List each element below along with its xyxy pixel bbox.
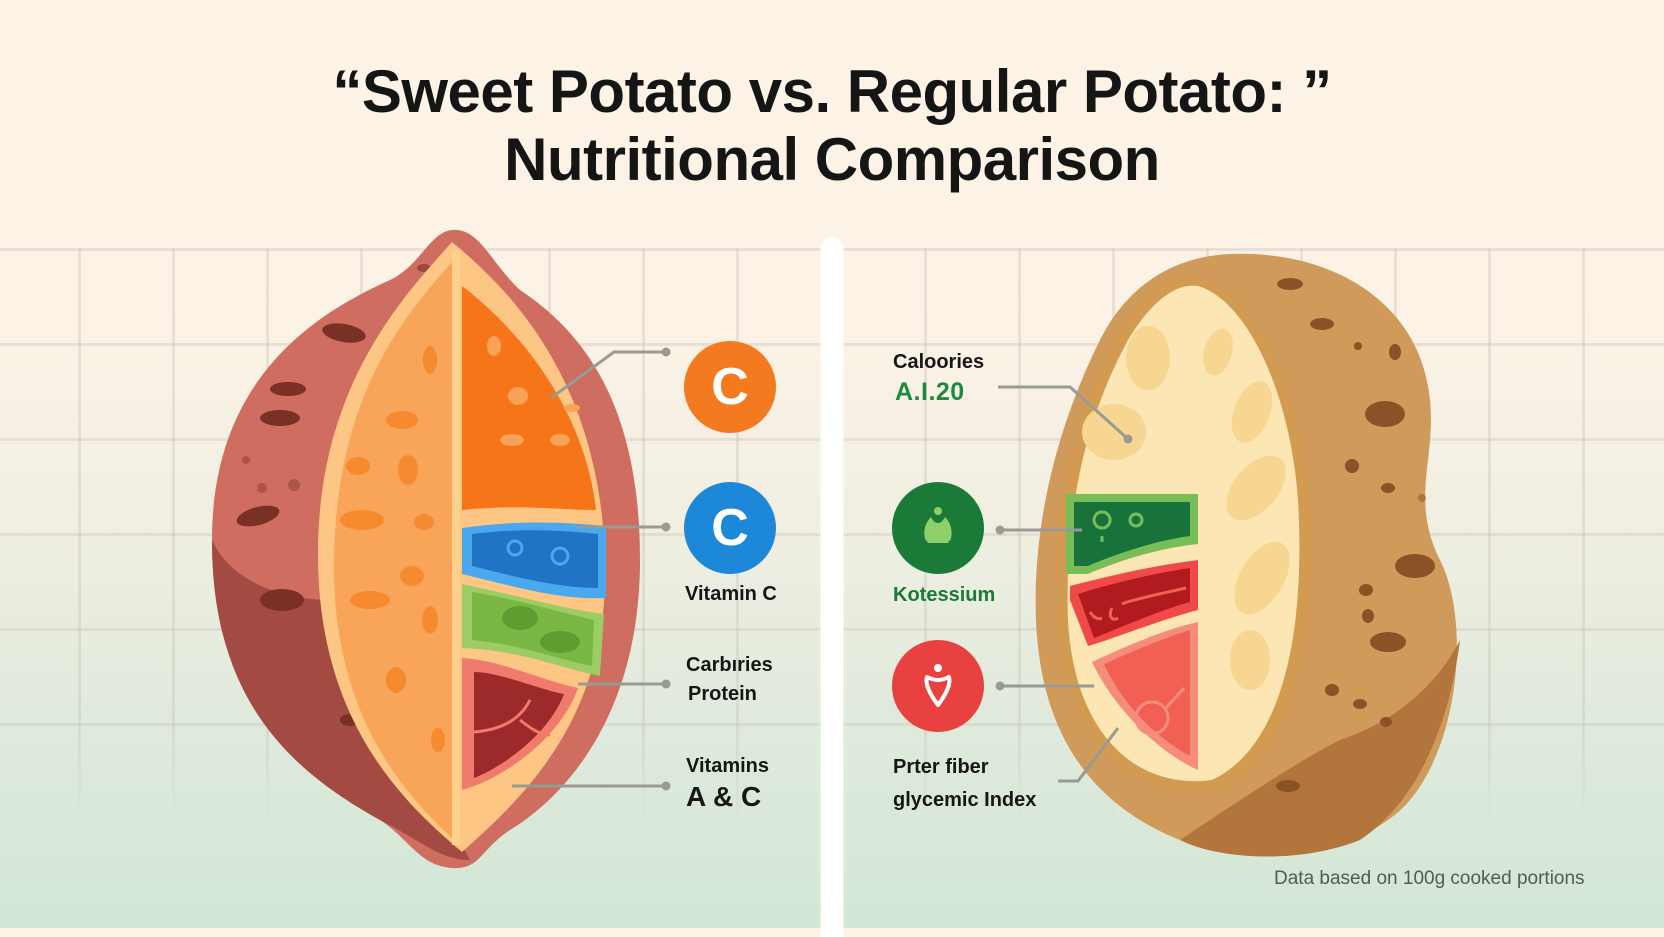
label-caloories: Caloories [893,351,985,373]
sweet-potato-flesh-left [333,262,452,838]
vitamin-c-orange-icon: C [711,358,749,416]
regular-potato-illustration [995,253,1460,857]
sweet-potato-flesh-spots [340,346,445,752]
regular-potato-skin-spots [1276,278,1435,792]
label-calories-value: A.I.20 [895,378,965,406]
sweet-potato-orange-spots [487,336,580,446]
footer-note: Data based on 100g cooked portions [1274,868,1585,889]
label-glycemic-index: glycemic Index [893,789,1037,811]
center-divider [821,237,843,937]
sweet-potato-skin-spots [236,264,431,726]
vitamin-c-blue-badge: C [684,482,776,574]
label-carbiries: Carbıries [686,654,773,676]
vitamin-c-orange-badge: C [684,341,776,433]
title-line-2: Nutritional Comparison [504,126,1160,193]
fiber-drop-icon [924,664,952,707]
regular-potato-leader-lines [995,385,1133,783]
vitamin-c-blue-icon: C [711,499,749,557]
sweet-potato-illustration [212,229,671,869]
page-title: “Sweet Potato vs. Regular Potato: ” Nutr… [0,58,1664,194]
title-line-1: “Sweet Potato vs. Regular Potato: ” [332,58,1332,125]
label-protein: Protein [688,683,757,705]
label-kotessium: Kotessium [893,584,996,606]
fiber-badge [892,640,984,732]
label-prter-fiber: Prter fiber [893,756,989,778]
potassium-icon [919,507,957,545]
label-vitamin-c: Vitamin C [685,583,777,605]
regular-potato-flesh-spots [1082,326,1290,690]
sweet-potato-leader-lines [512,347,671,791]
label-vitamins: Vitamins [686,755,769,777]
potassium-badge [892,482,984,574]
label-a-and-c: A & C [686,781,762,812]
